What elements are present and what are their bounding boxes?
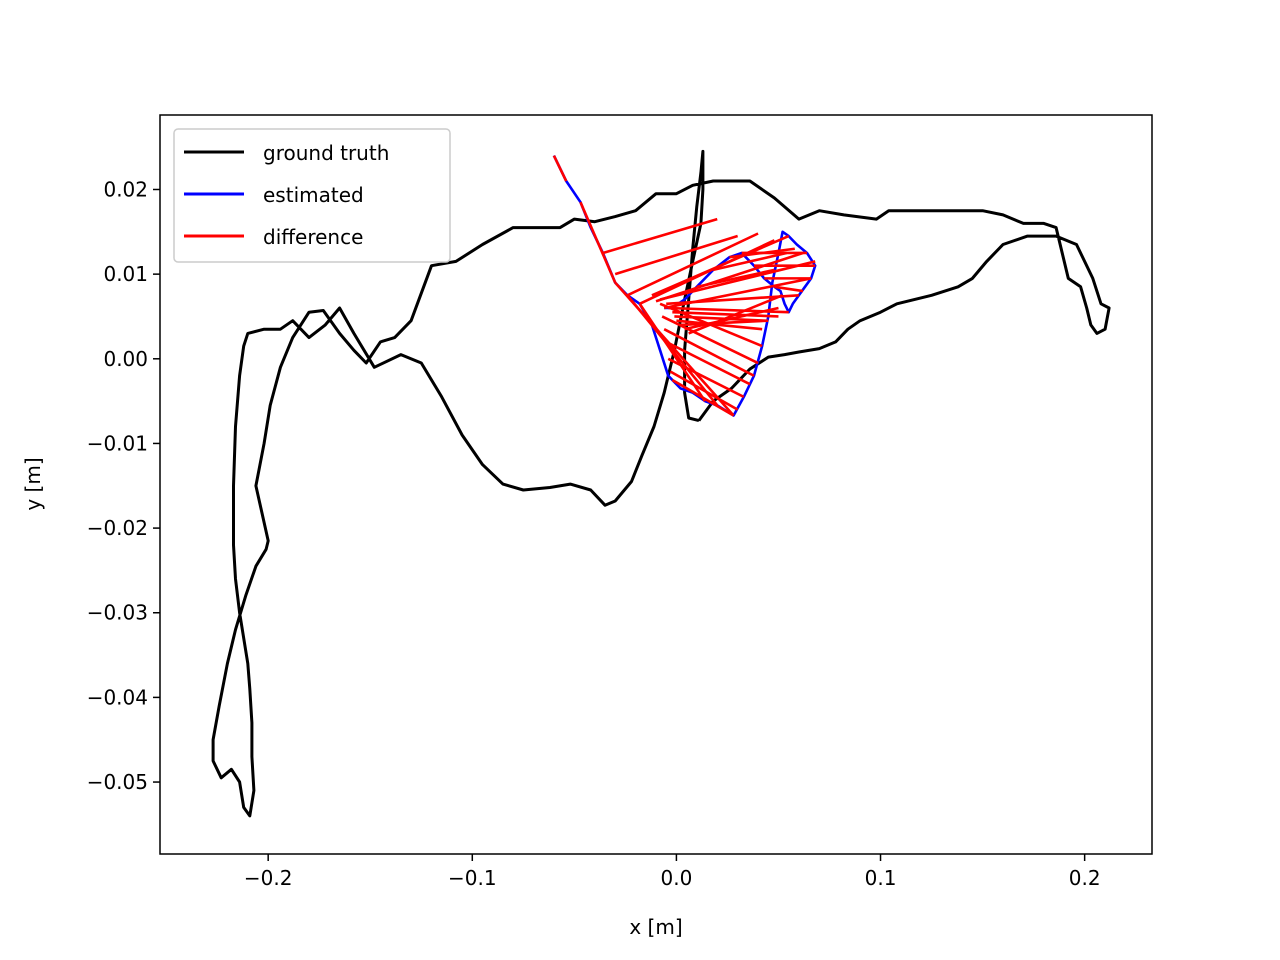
y-axis-label: y [m] [21, 457, 45, 510]
difference-segment [665, 340, 751, 386]
x-tick-label: 0.1 [865, 866, 897, 890]
x-tick-label: −0.2 [244, 866, 293, 890]
difference-segment [602, 217, 718, 255]
difference-segment [579, 201, 617, 284]
difference-segment [712, 251, 787, 272]
difference-segment [688, 294, 784, 335]
x-tick-label: 0.0 [661, 866, 693, 890]
data-layer [211, 149, 1111, 818]
difference-segment [626, 232, 759, 297]
difference-segment [672, 310, 779, 318]
difference-segment [651, 234, 790, 297]
plot-frame [159, 114, 1153, 855]
difference-segment [684, 306, 779, 331]
legend-box [173, 128, 451, 263]
legend-label-difference: difference [263, 225, 363, 249]
x-axis-label: x [m] [629, 915, 682, 939]
y-tick-label: 0.01 [103, 262, 148, 286]
x-tick-label: −0.1 [448, 866, 497, 890]
legend: ground truth estimated difference [173, 128, 451, 263]
y-tick-label: −0.05 [87, 770, 148, 794]
x-axis-ticks: −0.2 −0.1 0.0 0.1 0.2 [244, 854, 1101, 890]
y-tick-label: 0.00 [103, 347, 148, 371]
difference-segment [661, 315, 759, 365]
difference-segment [659, 260, 816, 301]
difference-segment [659, 302, 763, 348]
y-tick-label: 0.02 [103, 177, 148, 201]
difference-segment [676, 319, 763, 331]
difference-segment [663, 328, 755, 377]
legend-label-estimated: estimated [263, 183, 364, 207]
difference-segment [552, 155, 568, 182]
y-tick-label: −0.02 [87, 516, 148, 540]
y-tick-label: −0.01 [87, 431, 148, 455]
difference-segment [696, 268, 775, 289]
difference-segment [774, 285, 804, 293]
legend-label-ground-truth: ground truth [263, 141, 389, 165]
series-line-ground-truth [211, 149, 1111, 818]
y-axis-ticks: 0.02 0.01 0.00 −0.01 −0.02 −0.03 −0.04 −0.05 [87, 177, 160, 794]
y-tick-label: −0.03 [87, 601, 148, 625]
difference-segment [680, 319, 769, 327]
y-tick-label: −0.04 [87, 685, 148, 709]
x-tick-label: 0.2 [1069, 866, 1101, 890]
difference-segment [638, 303, 707, 402]
difference-segment [614, 234, 739, 276]
